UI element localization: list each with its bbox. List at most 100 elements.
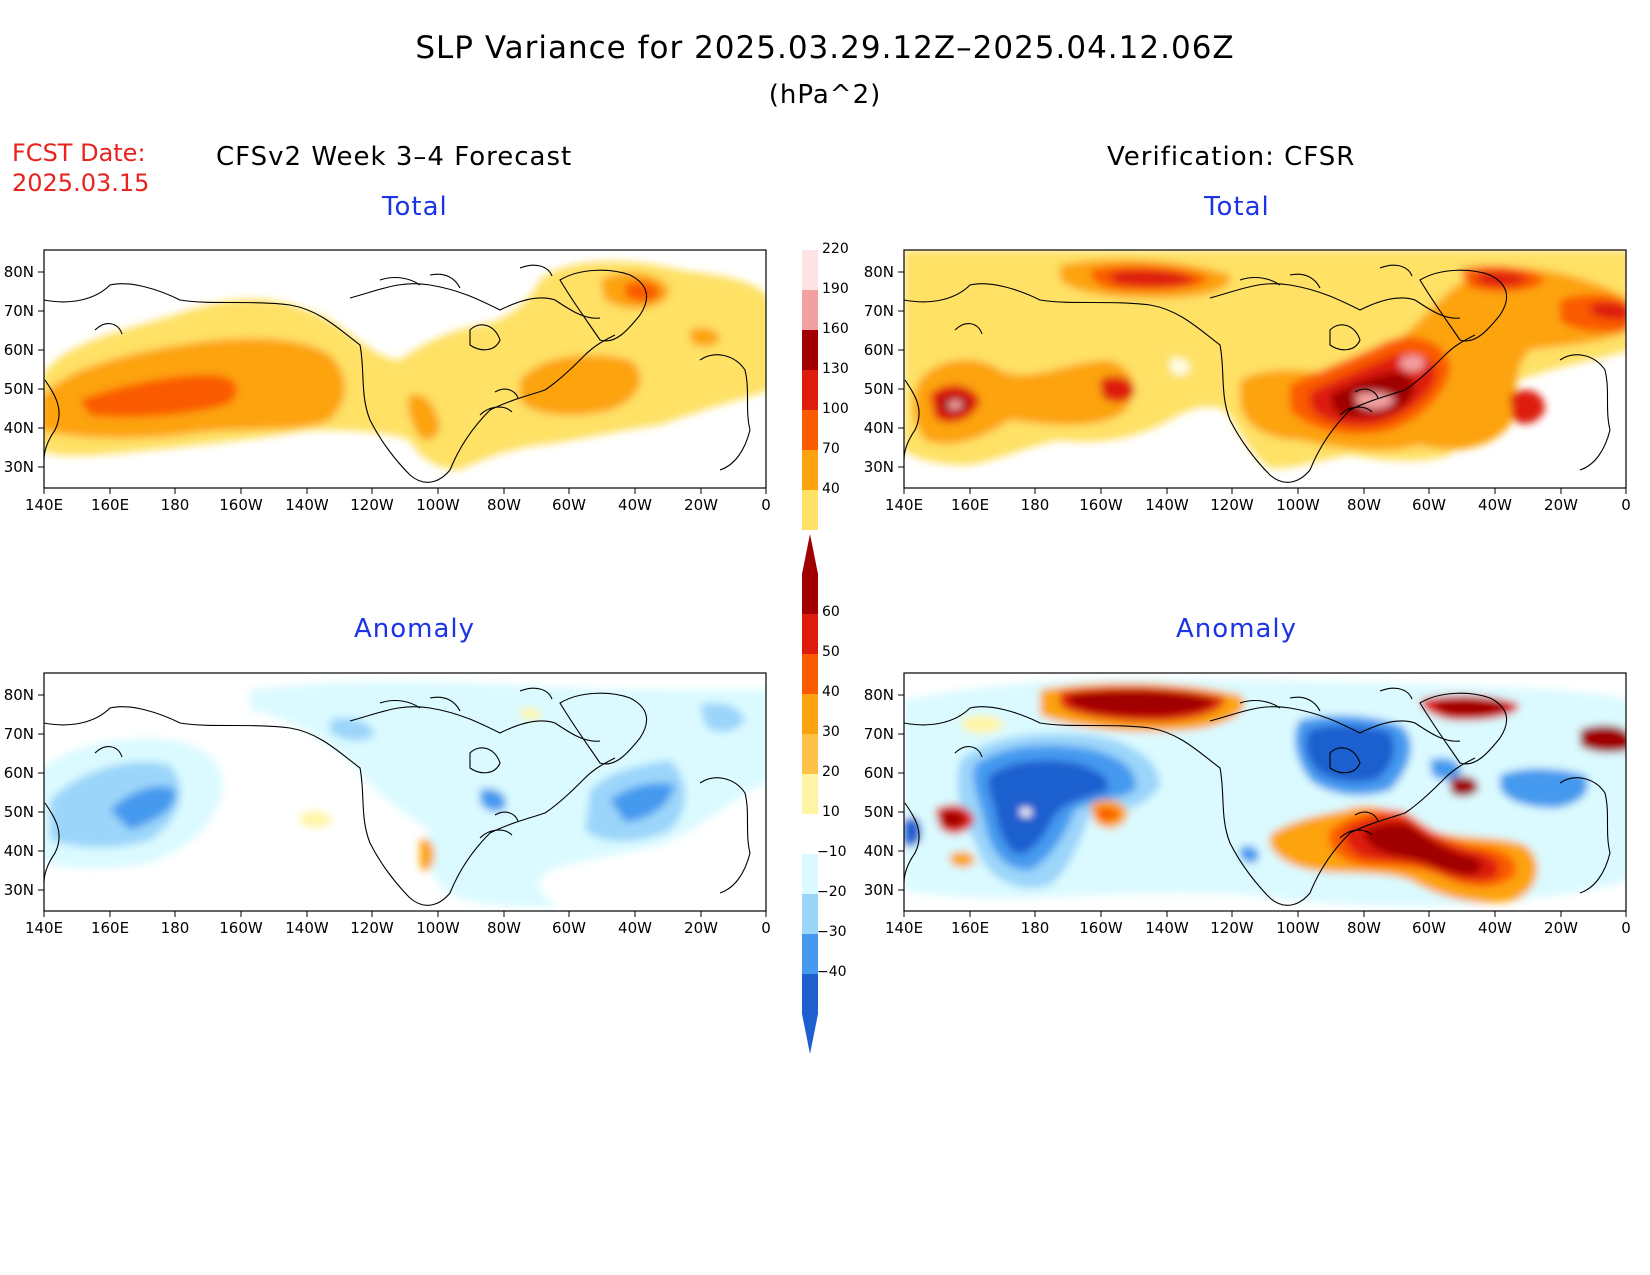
lon-tick-label: 0	[761, 911, 771, 937]
svg-text:30N: 30N	[864, 458, 894, 476]
svg-text:180: 180	[161, 496, 190, 514]
lon-tick-label: 60W	[552, 911, 586, 937]
colorbar-swatch	[802, 774, 818, 814]
colorbar-anomaly-label: 50	[822, 644, 840, 660]
lon-tick-label: 160W	[219, 488, 263, 514]
svg-text:60W: 60W	[552, 919, 586, 937]
lat-tick-label: 40N	[4, 419, 44, 437]
svg-text:50N: 50N	[4, 380, 34, 398]
svg-text:70N: 70N	[4, 302, 34, 320]
svg-text:160W: 160W	[219, 919, 263, 937]
lon-tick-label: 20W	[1544, 488, 1578, 514]
lon-tick-label: 180	[1021, 911, 1049, 937]
lat-tick-label: 30N	[864, 881, 904, 899]
lon-tick-label: 120W	[1210, 911, 1254, 937]
lon-tick-label: 180	[161, 488, 190, 514]
lon-tick-label: 160E	[91, 488, 129, 514]
colorbar-total-label: 160	[822, 321, 849, 337]
lat-tick-label: 70N	[4, 725, 44, 743]
lat-axis: 80N 70N 60N 50N 40N 30N	[864, 686, 904, 899]
lat-tick-label: 30N	[4, 881, 44, 899]
colorbar-end-triangle	[802, 534, 818, 574]
colorbar-total-label: 130	[822, 361, 849, 377]
colorbar-anomaly-labels: 60 50 40 30 20 10 −10 −20 −30 −40	[817, 604, 847, 980]
lat-axis: 80N 70N 60N 50N 40N 30N	[4, 263, 44, 476]
svg-text:140W: 140W	[1145, 919, 1189, 937]
panel-verification-total: 80N 70N 60N 50N 40N 30N 140E 160E 180 16…	[864, 249, 1631, 514]
colorbar-swatch	[802, 290, 818, 330]
svg-text:0: 0	[761, 919, 771, 937]
lon-tick-label: 140W	[1145, 911, 1189, 937]
svg-text:140E: 140E	[25, 919, 63, 937]
colorbar-total-label: 40	[822, 481, 840, 497]
colorbar-end-triangle	[802, 1014, 818, 1054]
svg-text:40N: 40N	[864, 419, 894, 437]
lon-tick-label: 40W	[1478, 488, 1512, 514]
colorbar-total-label: 100	[822, 401, 849, 417]
lon-axis: 140E 160E 180 160W 140W 120W 100W 80W 60…	[885, 911, 1631, 937]
lon-tick-label: 20W	[684, 488, 718, 514]
colorbar-anomaly-label: −30	[817, 924, 847, 940]
colorbar-swatch	[802, 250, 818, 290]
panel-title-forecast-anomaly: Anomaly	[354, 614, 476, 644]
svg-text:180: 180	[161, 919, 190, 937]
panel-title-forecast-total: Total	[382, 192, 448, 222]
lat-tick-label: 30N	[4, 458, 44, 476]
svg-text:140E: 140E	[25, 496, 63, 514]
lon-tick-label: 140E	[25, 911, 63, 937]
colorbar-swatch	[802, 450, 818, 490]
map-frame	[903, 672, 1627, 912]
svg-text:20W: 20W	[1544, 496, 1578, 514]
lat-tick-label: 70N	[4, 302, 44, 320]
svg-text:40N: 40N	[4, 419, 34, 437]
verification-column-header: Verification: CFSR	[1107, 142, 1356, 172]
svg-text:20W: 20W	[1544, 919, 1578, 937]
lon-tick-label: 60W	[552, 488, 586, 514]
svg-text:0: 0	[1621, 496, 1631, 514]
lat-axis: 80N 70N 60N 50N 40N 30N	[864, 263, 904, 476]
svg-text:30N: 30N	[4, 458, 34, 476]
colorbar-swatch	[802, 694, 818, 734]
panel-title-verification-total: Total	[1204, 192, 1270, 222]
lat-tick-label: 50N	[864, 803, 904, 821]
lat-tick-label: 30N	[864, 458, 904, 476]
svg-text:40W: 40W	[1478, 919, 1512, 937]
lat-tick-label: 80N	[864, 263, 904, 281]
colorbar-total-label: 220	[822, 241, 849, 257]
coastlines	[904, 264, 1611, 483]
lon-tick-label: 0	[1621, 911, 1631, 937]
lon-tick-label: 140W	[285, 911, 329, 937]
svg-text:70N: 70N	[864, 725, 894, 743]
svg-text:140W: 140W	[285, 919, 329, 937]
svg-text:80N: 80N	[864, 263, 894, 281]
svg-text:60N: 60N	[4, 764, 34, 782]
lon-tick-label: 100W	[1276, 911, 1320, 937]
lon-tick-label: 140E	[885, 911, 923, 937]
colorbar-swatch	[802, 894, 818, 934]
lat-tick-label: 50N	[4, 803, 44, 821]
svg-text:60W: 60W	[552, 496, 586, 514]
colorbar-swatch	[802, 854, 818, 894]
lon-tick-label: 180	[161, 911, 190, 937]
lat-tick-label: 40N	[864, 842, 904, 860]
svg-text:140E: 140E	[885, 496, 923, 514]
lat-tick-label: 60N	[4, 764, 44, 782]
lon-tick-label: 60W	[1412, 488, 1446, 514]
svg-text:100W: 100W	[1276, 919, 1320, 937]
colorbar-swatch	[802, 974, 818, 1014]
colorbar-total-swatches	[802, 250, 818, 530]
svg-text:40W: 40W	[618, 919, 652, 937]
svg-text:100W: 100W	[416, 496, 460, 514]
lat-tick-label: 80N	[4, 686, 44, 704]
lat-tick-label: 40N	[864, 419, 904, 437]
lon-tick-label: 20W	[1544, 911, 1578, 937]
colorbar-swatch	[802, 330, 818, 370]
lat-tick-label: 50N	[864, 380, 904, 398]
field-forecast-anomaly	[44, 673, 766, 911]
svg-text:140W: 140W	[285, 496, 329, 514]
svg-text:160E: 160E	[91, 919, 129, 937]
forecast-date-label: FCST Date:	[12, 139, 146, 167]
svg-text:40W: 40W	[1478, 496, 1512, 514]
lon-tick-label: 80W	[1347, 911, 1381, 937]
